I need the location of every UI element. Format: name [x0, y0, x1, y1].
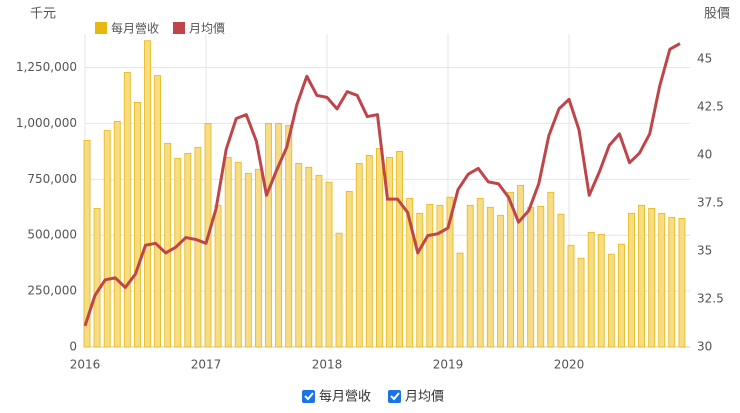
legend-label: 每月營收 [111, 21, 159, 36]
y2-tick-label: 30 [697, 340, 712, 354]
y-tick-label: 1,250,000 [16, 60, 77, 74]
bar [426, 203, 434, 348]
bar [234, 161, 242, 348]
bar [668, 216, 676, 348]
y2-axis-title: 股價 [704, 7, 730, 22]
bar [365, 154, 373, 348]
bar [507, 191, 514, 348]
x-tick-label: 2017 [191, 358, 222, 372]
check-mark [304, 392, 314, 401]
bar [154, 75, 161, 348]
bar [486, 206, 494, 348]
legend-swatch [173, 22, 185, 34]
bar [224, 157, 232, 348]
y-tick-label: 750,000 [27, 172, 77, 186]
y-axis-title: 千元 [30, 7, 56, 22]
bar [376, 148, 383, 348]
legend-label: 月均價 [189, 22, 225, 36]
x-tick-label: 2020 [554, 358, 585, 372]
bar [547, 191, 555, 348]
legend-swatch [95, 22, 107, 34]
bar [295, 163, 303, 348]
y-tick-label: 0 [69, 340, 77, 354]
bar [557, 213, 565, 348]
bar [345, 190, 353, 348]
y2-tick-label: 45 [697, 51, 712, 65]
y2-tick-label: 32.5 [697, 291, 724, 305]
y2-tick-label: 40 [697, 147, 712, 161]
bar [577, 257, 585, 348]
bar [497, 214, 504, 348]
y2-tick-label: 35 [697, 243, 712, 257]
bar [275, 123, 282, 348]
bar [527, 206, 535, 348]
y-tick-label: 250,000 [27, 284, 77, 298]
y-tick-label: 500,000 [27, 228, 77, 242]
y-tick-label: 1,000,000 [16, 116, 77, 130]
bar [123, 72, 131, 348]
bar [618, 243, 625, 348]
bar [285, 125, 293, 348]
y2-tick-label: 37.5 [697, 195, 724, 209]
bar [113, 121, 121, 348]
x-tick-label: 2018 [312, 358, 343, 372]
bar [648, 207, 656, 348]
check-mark [390, 392, 400, 401]
bar [93, 207, 101, 348]
bar [638, 204, 645, 348]
legend-checkbox[interactable] [388, 390, 401, 403]
x-tick-label: 2019 [433, 358, 464, 372]
bar [244, 172, 252, 348]
bar [396, 150, 403, 348]
bar [184, 152, 192, 348]
bar [436, 204, 444, 348]
bar [164, 142, 172, 348]
y2-tick-label: 42.5 [697, 99, 724, 113]
bar [214, 204, 222, 348]
price-line [83, 42, 681, 327]
bar [416, 212, 424, 348]
bar [134, 102, 141, 348]
bar [386, 157, 393, 348]
bar [144, 40, 151, 348]
bar [103, 130, 111, 348]
bar [315, 174, 323, 348]
bar [658, 212, 666, 348]
bar [325, 181, 333, 348]
bar [517, 184, 524, 348]
bar [335, 232, 343, 348]
legend-toggle-label[interactable]: 每月營收 [319, 389, 371, 405]
legend-toggle-label[interactable]: 月均價 [405, 390, 444, 405]
bar [537, 205, 545, 348]
legend-checkbox[interactable] [302, 390, 315, 403]
bar [174, 157, 182, 348]
bar [265, 123, 272, 348]
bar [597, 233, 605, 348]
bar [456, 252, 464, 348]
bar [255, 168, 262, 348]
bar [678, 218, 686, 348]
bar [567, 244, 575, 348]
bar [628, 212, 635, 348]
bar [446, 196, 454, 348]
bar [466, 204, 474, 348]
bar [607, 253, 615, 348]
bar [476, 197, 484, 348]
bar [83, 140, 91, 348]
bar [355, 163, 363, 348]
x-tick-label: 2016 [70, 358, 101, 372]
bar [305, 166, 313, 348]
bar [194, 146, 202, 348]
bar [406, 197, 414, 348]
bar [587, 231, 595, 348]
